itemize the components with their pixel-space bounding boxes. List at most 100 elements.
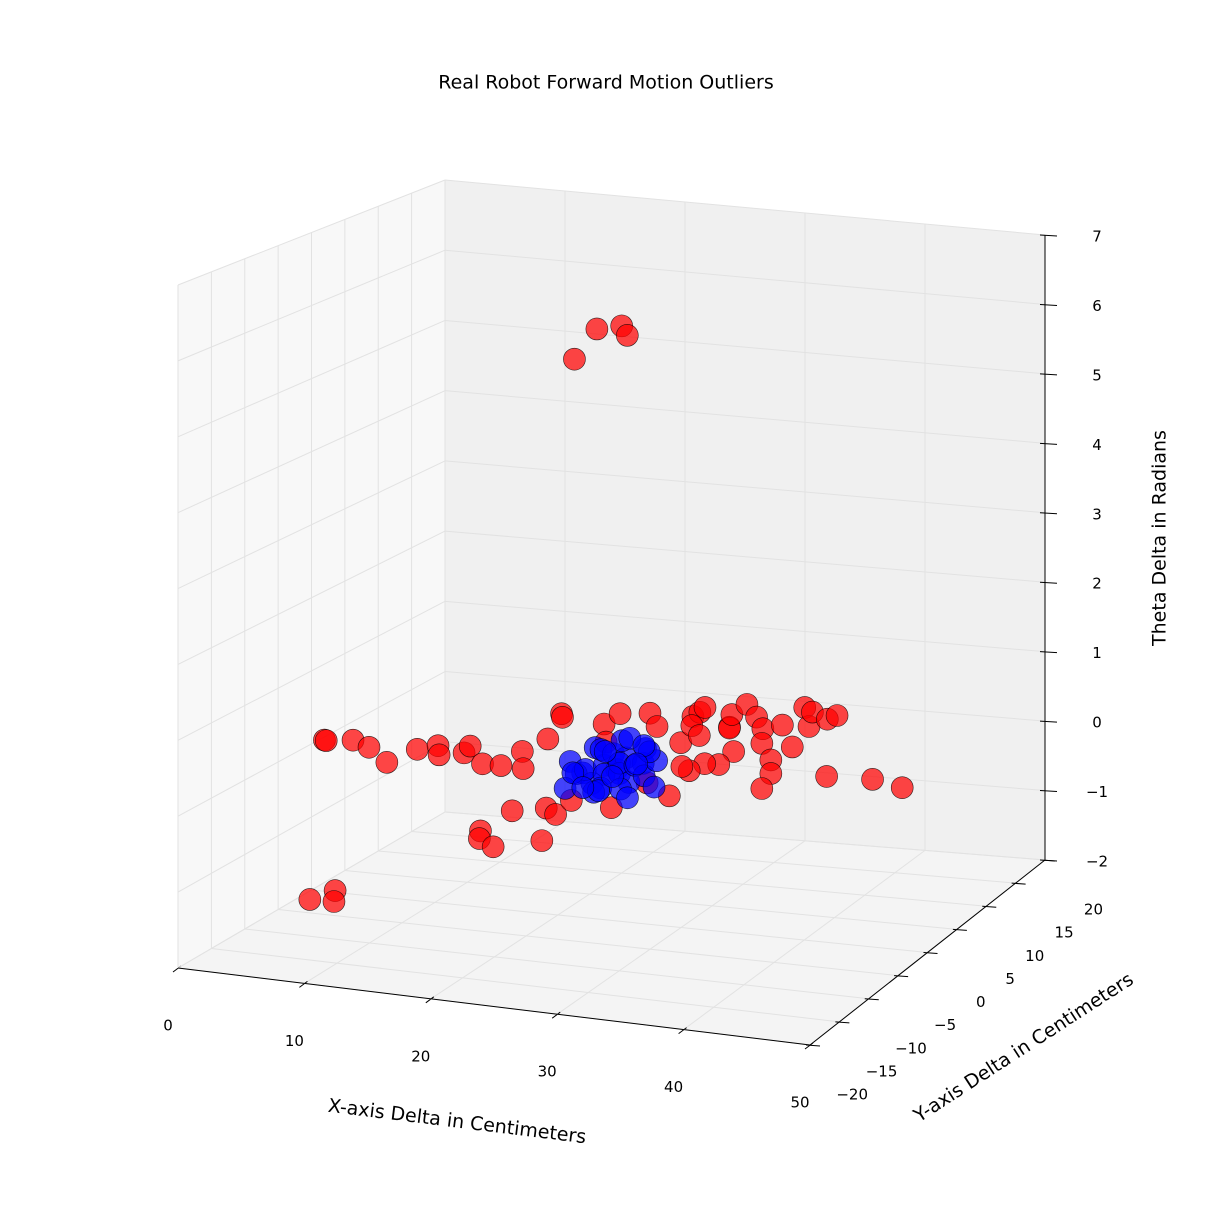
z-tick — [1039, 373, 1058, 376]
grid-line — [444, 460, 1046, 514]
data-point — [357, 735, 381, 759]
y-tick — [894, 975, 909, 978]
chart-title: Real Robot Forward Motion Outliers — [438, 72, 773, 94]
x-tick — [299, 981, 308, 988]
y-tick-label: −20 — [836, 1086, 868, 1104]
grid-line — [177, 390, 446, 514]
y-tick — [835, 1021, 850, 1024]
y-tick-label: 10 — [1025, 947, 1044, 965]
data-point — [693, 696, 717, 719]
z-axis-label: Theta Delta in Radians — [1149, 430, 1171, 647]
grid-line — [444, 390, 1046, 444]
grid-line — [444, 530, 1046, 583]
grid-line — [311, 889, 928, 953]
grid-line — [211, 948, 840, 1023]
grid-line — [378, 850, 987, 907]
data-point — [536, 727, 560, 751]
grid-line — [344, 870, 957, 930]
y-tick — [923, 952, 938, 954]
grid-line — [444, 811, 1046, 861]
data-point — [500, 799, 524, 823]
data-point — [322, 890, 346, 913]
y-tick — [864, 998, 879, 1001]
z-tick-label: 1 — [1092, 644, 1102, 662]
grid-line — [444, 600, 1046, 653]
y-tick-label: −5 — [934, 1016, 956, 1034]
grid-line — [244, 928, 869, 1000]
grid-line — [177, 319, 446, 438]
z-tick-label: 4 — [1092, 436, 1102, 454]
grid-line — [444, 179, 1046, 236]
y-tick-label: −15 — [866, 1062, 898, 1080]
data-point — [601, 765, 624, 788]
y-tick — [952, 928, 967, 931]
grid-line — [177, 179, 446, 286]
data-point — [551, 705, 574, 729]
data-point — [771, 713, 794, 737]
y-axis-line — [809, 859, 1046, 1046]
data-point — [571, 776, 595, 799]
data-point — [544, 803, 567, 826]
data-point — [625, 752, 648, 776]
data-point — [405, 737, 429, 761]
data-point — [298, 888, 322, 911]
x-axis-line — [177, 967, 811, 1046]
data-point — [375, 751, 399, 774]
floor-pane — [178, 812, 1045, 1045]
data-point — [458, 734, 482, 758]
data-point — [750, 777, 774, 800]
z-tick-label: 3 — [1092, 505, 1102, 523]
x-tick-label: 0 — [163, 1017, 173, 1035]
z-tick — [1039, 581, 1058, 584]
data-point — [489, 754, 513, 777]
grid-line — [444, 741, 1046, 792]
data-point — [511, 757, 535, 780]
z-tick — [1039, 790, 1058, 793]
grid-line — [177, 741, 446, 893]
z-tick-label: 7 — [1092, 228, 1102, 246]
data-point — [645, 715, 669, 738]
data-point — [314, 729, 338, 752]
data-point — [481, 835, 505, 859]
data-point — [780, 735, 804, 759]
z-tick-label: 5 — [1092, 366, 1102, 384]
x-tick-label: 10 — [285, 1032, 304, 1050]
y-tick-label: 15 — [1055, 924, 1074, 942]
data-point — [608, 702, 632, 725]
data-point — [427, 743, 451, 767]
grid-line — [177, 530, 446, 665]
data-point — [688, 724, 711, 747]
x-tick-label: 20 — [411, 1047, 430, 1065]
z-tick — [1039, 720, 1058, 723]
data-point — [890, 776, 914, 799]
grid-line — [444, 319, 1046, 375]
data-point — [815, 765, 838, 788]
y-tick-label: 5 — [1005, 970, 1015, 988]
grid-line — [444, 249, 1046, 305]
y-tick-label: 0 — [976, 993, 986, 1011]
z-tick-label: −2 — [1086, 853, 1108, 871]
x-tick-label: 40 — [664, 1078, 683, 1096]
z-tick-label: −1 — [1086, 783, 1108, 801]
z-tick-label: 6 — [1092, 297, 1102, 315]
z-tick-label: 0 — [1092, 714, 1102, 732]
z-tick — [1039, 442, 1058, 445]
y-tick-label: −10 — [895, 1039, 927, 1057]
x-tick-label: 50 — [790, 1094, 809, 1112]
y-tick-label: 20 — [1084, 901, 1103, 919]
z-tick — [1039, 234, 1058, 237]
x-tick — [551, 1011, 561, 1019]
x-tick — [425, 996, 435, 1004]
y-tick — [982, 905, 997, 908]
z-tick — [1039, 512, 1058, 515]
data-point — [563, 347, 586, 371]
data-point — [585, 317, 609, 341]
data-point — [593, 740, 617, 763]
z-tick — [1039, 859, 1058, 862]
back-pane — [445, 180, 1045, 860]
data-point — [616, 324, 639, 347]
grid-line — [177, 460, 446, 590]
data-point — [530, 829, 554, 852]
